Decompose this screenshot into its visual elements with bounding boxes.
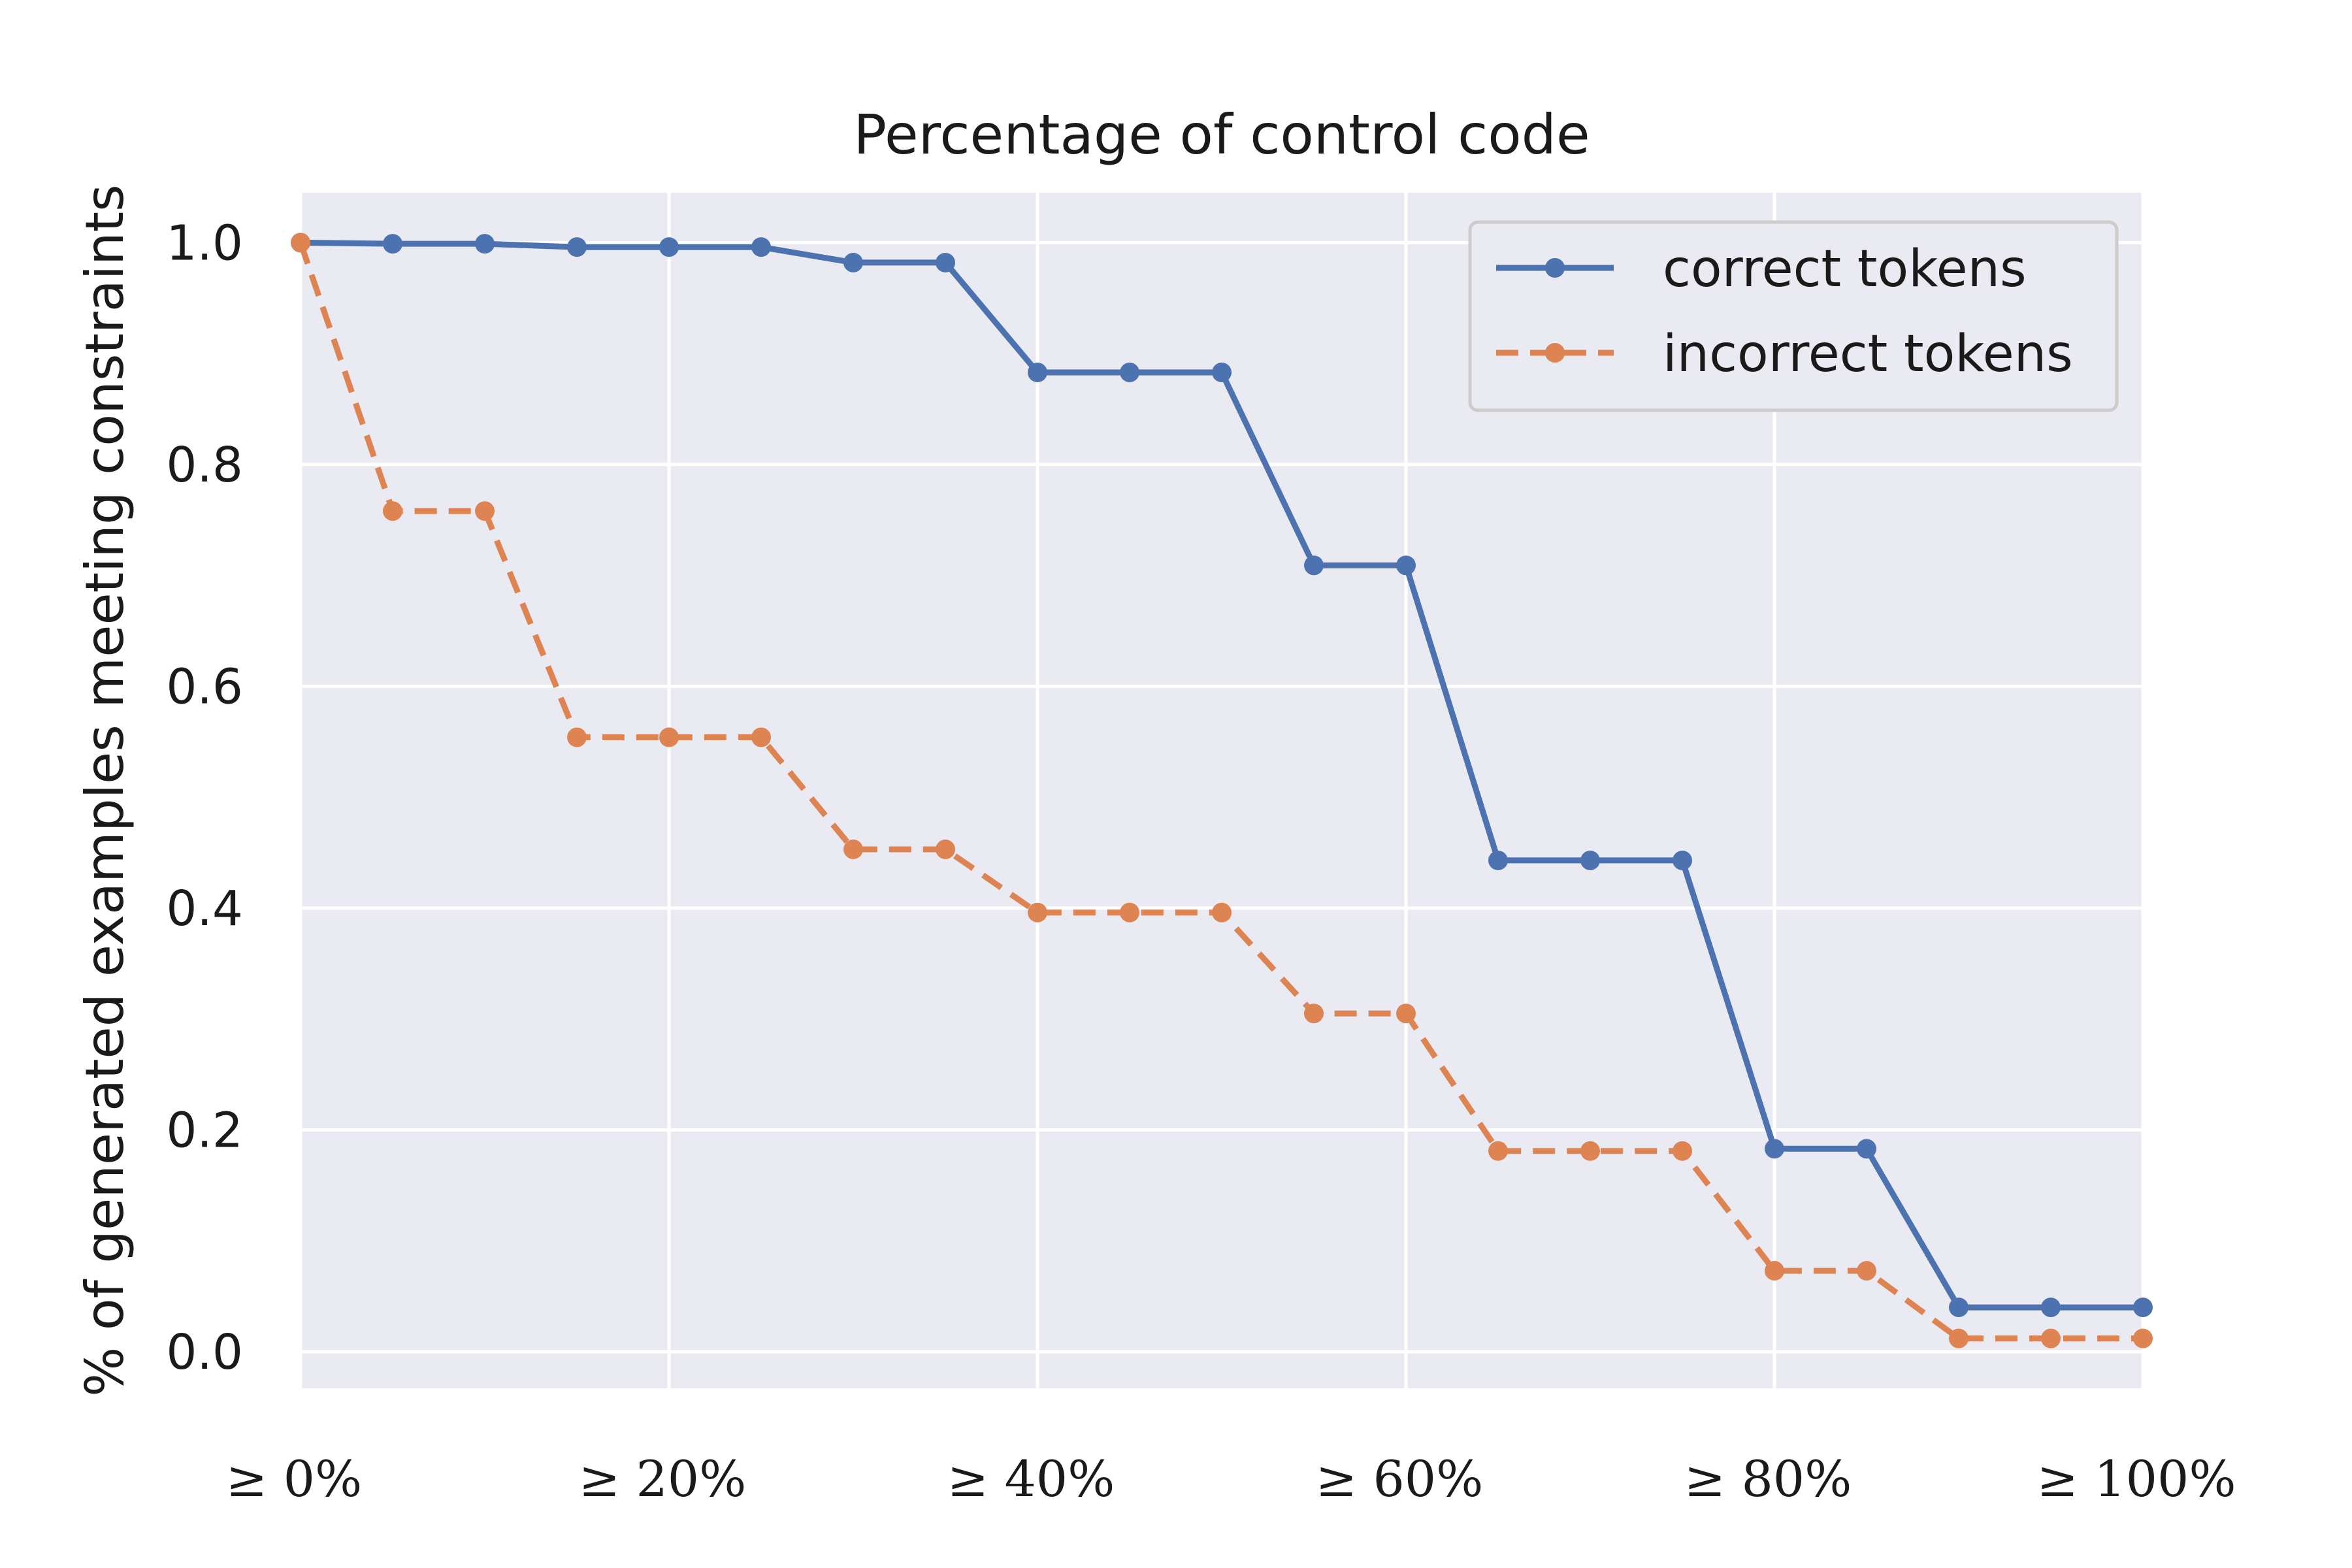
- data-point: [1673, 850, 1692, 870]
- y-tick-label: 0.2: [166, 1102, 243, 1158]
- x-tick-label: ≥ 20%: [579, 1450, 747, 1508]
- data-point: [291, 233, 310, 253]
- data-point: [1028, 902, 1047, 923]
- data-point: [2041, 1328, 2061, 1348]
- data-point: [1949, 1298, 1968, 1318]
- data-point: [1765, 1261, 1784, 1281]
- data-point: [1120, 363, 1139, 383]
- data-point: [1765, 1139, 1784, 1159]
- data-point: [567, 237, 587, 257]
- data-point: [1120, 902, 1139, 923]
- data-point: [1304, 1004, 1324, 1024]
- legend-marker: [1545, 258, 1565, 278]
- data-point: [1857, 1261, 1876, 1281]
- data-point: [1212, 902, 1232, 923]
- legend: correct tokens incorrect tokens: [1468, 220, 2119, 412]
- legend-label: correct tokens: [1663, 240, 2027, 299]
- data-point: [659, 237, 679, 257]
- data-point: [1580, 850, 1600, 870]
- data-point: [1028, 363, 1047, 383]
- y-axis-label: % of generated examples meeting constrai…: [74, 184, 135, 1397]
- data-point: [1857, 1139, 1876, 1159]
- data-point: [1304, 555, 1324, 576]
- x-tick-label: ≥ 40%: [947, 1450, 1115, 1508]
- series-group: [291, 233, 2153, 1348]
- data-point: [751, 237, 771, 257]
- data-point: [383, 234, 402, 254]
- data-point: [1212, 363, 1232, 383]
- data-point: [1488, 1141, 1508, 1161]
- data-point: [1396, 555, 1416, 576]
- data-point: [2041, 1298, 2061, 1318]
- data-point: [936, 839, 955, 859]
- data-point: [1488, 850, 1508, 870]
- data-point: [475, 234, 495, 254]
- legend-box: [1468, 220, 2119, 412]
- data-point: [567, 727, 587, 747]
- data-point: [936, 252, 955, 272]
- y-tick-label: 0.8: [166, 437, 243, 493]
- y-tick-label: 1.0: [166, 215, 243, 271]
- data-point: [1949, 1328, 1968, 1348]
- x-tick-label: ≥ 100%: [2036, 1450, 2236, 1508]
- data-point: [1673, 1141, 1692, 1161]
- data-point: [2133, 1328, 2153, 1348]
- x-tick-label: ≥ 60%: [1316, 1450, 1484, 1508]
- data-point: [1396, 1004, 1416, 1024]
- data-point: [1580, 1141, 1600, 1161]
- data-point: [475, 501, 495, 521]
- y-axis-ticks: 0.0 0.2 0.4 0.6 0.8 1.0: [166, 215, 243, 1380]
- legend-marker: [1545, 343, 1565, 363]
- data-point: [843, 252, 863, 272]
- data-point: [659, 727, 679, 747]
- data-point: [843, 839, 863, 859]
- y-tick-label: 0.4: [166, 881, 243, 937]
- data-point: [383, 501, 402, 521]
- legend-label: incorrect tokens: [1663, 325, 2073, 384]
- data-point: [751, 727, 771, 747]
- y-tick-label: 0.6: [166, 659, 243, 715]
- x-tick-label: ≥ 80%: [1684, 1450, 1852, 1508]
- chart-title: Percentage of control code: [853, 103, 1590, 167]
- data-point: [2133, 1298, 2153, 1318]
- x-axis-ticks: ≥ 0% ≥ 20% ≥ 40% ≥ 60% ≥ 80% ≥ 100%: [226, 1450, 2236, 1508]
- y-tick-label: 0.0: [166, 1324, 243, 1380]
- x-tick-label: ≥ 0%: [226, 1450, 362, 1508]
